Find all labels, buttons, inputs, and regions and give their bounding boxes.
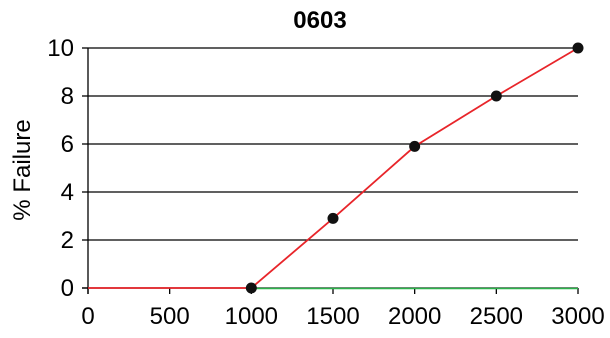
x-tick-label: 0 <box>81 303 94 330</box>
data-point <box>490 90 502 102</box>
data-point <box>409 140 421 152</box>
axes <box>82 47 579 294</box>
y-tick-label: 8 <box>61 83 74 110</box>
x-tick-label: 3000 <box>551 303 604 330</box>
y-tick-label: 0 <box>61 275 74 302</box>
x-tick-label: 1500 <box>306 303 359 330</box>
series <box>88 42 584 294</box>
x-tick-label: 1000 <box>225 303 278 330</box>
gridlines <box>88 47 578 241</box>
chart-title: 0603 <box>293 7 346 34</box>
data-point <box>327 212 339 224</box>
data-point <box>245 282 257 294</box>
y-axis-title: % Failure <box>9 119 36 220</box>
x-tick-label: 2000 <box>388 303 441 330</box>
y-tick-label: 10 <box>47 35 74 62</box>
y-tick-label: 2 <box>61 227 74 254</box>
data-point <box>572 42 584 54</box>
x-tick-label: 500 <box>150 303 190 330</box>
x-tick-label: 2500 <box>470 303 523 330</box>
y-tick-label: 6 <box>61 131 74 158</box>
y-tick-label: 4 <box>61 179 74 206</box>
series-line <box>88 47 579 289</box>
tick-labels: 0 2 4 6 8 10 0 500 1000 1500 2000 2500 3000 <box>47 35 604 330</box>
